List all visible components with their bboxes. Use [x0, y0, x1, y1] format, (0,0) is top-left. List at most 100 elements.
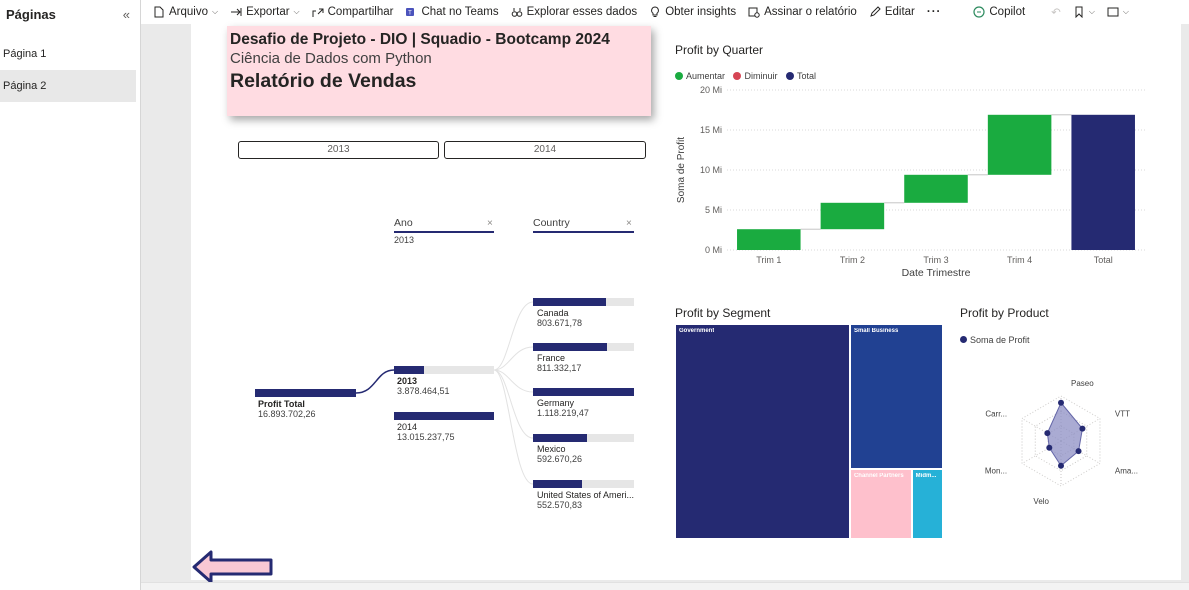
country-label: Mexico: [537, 444, 566, 454]
chevron-down-icon: ⌵: [1088, 7, 1095, 16]
y-tick-label: 20 Mi: [700, 85, 722, 95]
view-button[interactable]: ⌵: [1101, 1, 1135, 23]
insights-label: Obter insights: [665, 6, 737, 18]
status-bar: [141, 582, 1189, 590]
treemap-cell[interactable]: Small Business: [849, 324, 943, 470]
country-bar[interactable]: [533, 480, 583, 488]
back-arrow-button[interactable]: [191, 549, 275, 585]
radar-point: [1058, 399, 1064, 406]
pencil-icon: [870, 6, 881, 17]
radar-axis-label: Carr...: [985, 410, 1007, 419]
waterfall-bar: [737, 229, 801, 250]
country-bar[interactable]: [533, 434, 587, 442]
country-bar[interactable]: [533, 298, 606, 306]
more-options-button[interactable]: ···: [921, 1, 948, 23]
year-value: 13.015.237,75: [397, 432, 455, 442]
legend-dot: [960, 336, 967, 343]
report-canvas: Desafio de Projeto - DIO | Squadio - Boo…: [191, 24, 1181, 584]
report-subtitle: Ciência de Dados com Python: [230, 50, 432, 67]
bookmark-button[interactable]: ⌵: [1067, 1, 1101, 23]
root-value: 16.893.702,26: [258, 409, 316, 419]
slicer-2014[interactable]: 2014: [444, 141, 646, 159]
undo-button[interactable]: ↶: [1051, 7, 1061, 19]
legend-item-total[interactable]: Total: [785, 71, 816, 81]
country-label: Canada: [537, 308, 569, 318]
legend-item-aumentar[interactable]: Aumentar: [675, 71, 725, 81]
radar-chart: Paseo VTT Ama... Velo Mon... Carr...: [985, 379, 1138, 506]
chat-teams-label: Chat no Teams: [421, 6, 499, 18]
exportar-label: Exportar: [246, 6, 290, 18]
y-tick-label: 5 Mi: [705, 205, 722, 215]
page-item-2[interactable]: Página 2: [0, 70, 136, 102]
x-tick-label: Trim 4: [1007, 255, 1032, 265]
subscribe-icon: [748, 7, 760, 18]
treemap-cell[interactable]: Government: [675, 324, 850, 539]
country-header-underline: [533, 231, 634, 233]
explorar-button[interactable]: Explorar esses dados: [505, 1, 644, 23]
treemap-cell[interactable]: Midm...: [911, 469, 943, 539]
country-label: United States of Ameri...: [537, 490, 635, 500]
year-bar-track[interactable]: [394, 366, 494, 374]
treemap-cell-label: Channel Partners: [853, 473, 904, 480]
year-bar[interactable]: [394, 412, 494, 420]
legend-dot: [733, 72, 742, 80]
year-bar[interactable]: [394, 366, 424, 374]
waterfall-bar: [1071, 114, 1135, 250]
assinar-button[interactable]: Assinar o relatório: [742, 1, 863, 23]
waterfall-bar: [987, 114, 1052, 175]
arquivo-label: Arquivo: [169, 6, 208, 18]
root-label: Profit Total: [258, 399, 305, 409]
country-value: 1.118.219,47: [537, 408, 589, 418]
radar-axis-label: Ama...: [1115, 467, 1138, 476]
view-icon: [1107, 7, 1119, 17]
x-tick-label: Trim 3: [923, 255, 948, 265]
treemap-title: Profit by Segment: [675, 306, 771, 320]
country-value: 552.570,83: [537, 500, 583, 510]
radar-axis-label: Paseo: [1071, 379, 1094, 388]
svg-text:T: T: [409, 11, 413, 17]
lightbulb-icon: [651, 6, 660, 17]
copilot-button[interactable]: Copilot: [967, 1, 1031, 23]
close-icon[interactable]: ×: [487, 218, 493, 229]
country-bar-track[interactable]: [533, 480, 634, 488]
sidebar-header: Páginas «: [0, 0, 140, 28]
year-label: 2014: [397, 422, 418, 432]
file-icon: [154, 6, 164, 18]
radar-point: [1058, 462, 1064, 469]
country-label: Germany: [537, 398, 575, 408]
exportar-menu[interactable]: Exportar ⌵: [224, 1, 306, 23]
slicer-2013[interactable]: 2013: [238, 141, 439, 159]
legend-item-diminuir[interactable]: Diminuir: [733, 71, 778, 81]
share-icon: [312, 8, 324, 17]
decomposition-connectors: [355, 301, 534, 485]
legend-item-soma-profit[interactable]: Soma de Profit: [960, 335, 1030, 345]
title-card: Desafio de Projeto - DIO | Squadio - Boo…: [227, 26, 651, 116]
waterfall-bar: [820, 202, 885, 230]
radar-grid-ring: [1021, 395, 1101, 487]
close-icon[interactable]: ×: [626, 218, 632, 229]
country-bar[interactable]: [533, 343, 607, 351]
waterfall-legend: Aumentar Diminuir Total: [675, 67, 820, 85]
editar-button[interactable]: Editar: [863, 1, 921, 23]
pages-sidebar: Páginas « Página 1 Página 2: [0, 0, 141, 590]
chevron-down-icon: ⌵: [293, 7, 300, 16]
arquivo-menu[interactable]: Arquivo ⌵: [147, 1, 224, 23]
export-icon: [231, 8, 242, 16]
chevron-down-icon: ⌵: [1122, 7, 1129, 16]
copilot-label: Copilot: [989, 6, 1026, 18]
page-item-1[interactable]: Página 1: [0, 38, 136, 70]
chevron-down-icon: ⌵: [212, 7, 219, 16]
collapse-icon[interactable]: «: [122, 6, 130, 22]
legend-dot: [675, 72, 683, 80]
country-value: 803.671,78: [537, 318, 583, 328]
report-toolbar: Arquivo ⌵ Exportar ⌵ Compartilhar T Chat…: [141, 0, 1189, 24]
legend-label: Diminuir: [744, 71, 778, 81]
y-tick-label: 10 Mi: [700, 165, 722, 175]
assinar-label: Assinar o relatório: [764, 6, 857, 18]
root-bar[interactable]: [255, 389, 356, 397]
treemap-cell[interactable]: Channel Partners: [849, 469, 912, 539]
country-bar[interactable]: [533, 388, 634, 396]
compartilhar-button[interactable]: Compartilhar: [306, 1, 400, 23]
insights-button[interactable]: Obter insights: [643, 1, 742, 23]
chat-teams-button[interactable]: T Chat no Teams: [399, 1, 504, 23]
